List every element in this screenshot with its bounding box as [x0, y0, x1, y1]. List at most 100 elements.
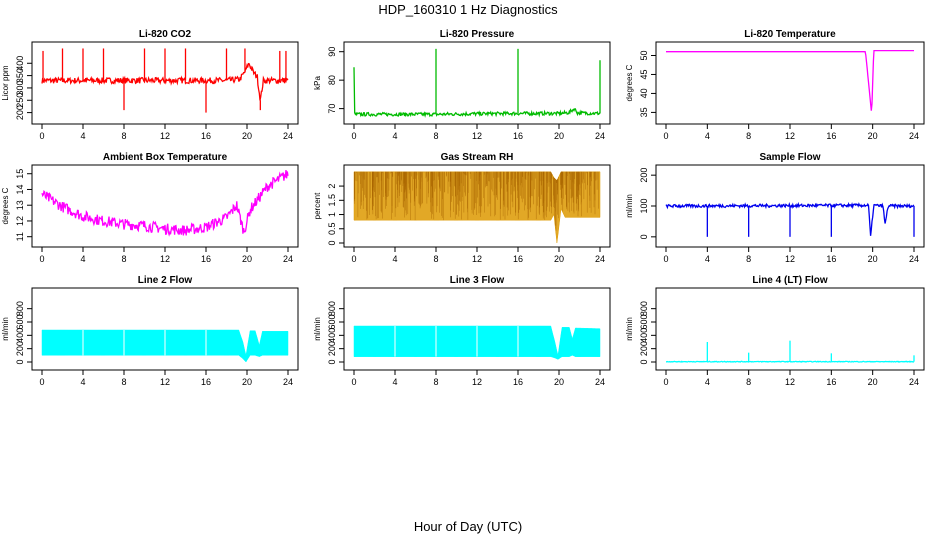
y-tick-label: 1.5 [327, 194, 337, 207]
y-axis-label: Licor ppm [1, 65, 10, 100]
chart-title: Sample Flow [759, 152, 820, 163]
y-tick-label: 400 [327, 328, 337, 343]
plot-frame [655, 41, 925, 125]
plot-frame [31, 287, 299, 371]
x-tick-label: 16 [201, 254, 211, 264]
x-tick-label: 0 [351, 254, 356, 264]
y-tick-label: 800 [639, 301, 649, 316]
x-tick-label: 20 [554, 377, 564, 387]
plot-frame [31, 164, 299, 248]
x-tick-label: 4 [392, 254, 397, 264]
data-series-line [666, 49, 914, 111]
x-tick-label: 20 [868, 254, 878, 264]
y-tick-label: 35 [639, 107, 649, 117]
data-texture [354, 171, 599, 231]
y-tick-label: 600 [15, 314, 25, 329]
chart-panel-6: Sample Flow ml/min 0 4 8 12 16 20 24 0 100 200 [625, 152, 925, 264]
x-tick-label: 8 [121, 131, 126, 141]
x-tick-label: 12 [785, 254, 795, 264]
y-tick-label: 200 [327, 341, 337, 356]
x-tick-label: 12 [472, 377, 482, 387]
y-tick-label: 200 [639, 168, 649, 183]
chart-panel-5: Gas Stream RH percent 0 4 8 12 16 20 24 0 0.5 1 1.5 2 [313, 152, 611, 264]
x-tick-label: 4 [80, 377, 85, 387]
x-tick-label: 4 [392, 377, 397, 387]
y-tick-label: 80 [327, 75, 337, 85]
data-series-line [41, 170, 289, 237]
chart-title: Li-820 Temperature [744, 29, 836, 40]
x-tick-label: 8 [746, 377, 751, 387]
y-axis-label: ml/min [1, 317, 10, 341]
y-tick-label: 15 [15, 169, 25, 179]
x-tick-label: 12 [160, 377, 170, 387]
x-tick-label: 24 [283, 254, 293, 264]
y-tick-label: 200 [15, 105, 25, 120]
y-tick-label: 400 [639, 328, 649, 343]
x-tick-label: 0 [663, 377, 668, 387]
chart-title: Ambient Box Temperature [103, 152, 228, 163]
x-tick-label: 4 [80, 131, 85, 141]
chart-title: Li-820 CO2 [139, 29, 192, 40]
x-tick-label: 16 [826, 131, 836, 141]
x-tick-label: 4 [705, 377, 710, 387]
x-tick-label: 8 [746, 131, 751, 141]
x-tick-label: 20 [554, 131, 564, 141]
x-tick-label: 16 [513, 254, 523, 264]
x-tick-label: 16 [201, 377, 211, 387]
y-axis-label: ml/min [625, 194, 634, 218]
x-tick-label: 0 [351, 131, 356, 141]
x-tick-label: 0 [39, 377, 44, 387]
chart-panel-9: Line 4 (LT) Flow ml/min 0 4 8 12 16 20 24 0 200400… [625, 275, 925, 387]
y-axis-label: degrees C [625, 64, 634, 101]
y-tick-label: 11 [15, 232, 25, 241]
x-tick-label: 8 [433, 254, 438, 264]
y-tick-label: 200 [15, 341, 25, 356]
figure-title: HDP_160310 1 Hz Diagnostics [378, 2, 558, 17]
x-tick-label: 16 [201, 131, 211, 141]
x-tick-label: 12 [472, 254, 482, 264]
x-tick-label: 16 [513, 377, 523, 387]
data-series-line [41, 62, 289, 101]
x-tick-label: 20 [554, 254, 564, 264]
x-tick-label: 24 [283, 377, 293, 387]
x-tick-label: 24 [595, 377, 605, 387]
y-axis-label: degrees C [1, 187, 10, 224]
x-tick-label: 24 [595, 131, 605, 141]
chart-panel-8: Line 3 Flow ml/min 0 4 8 12 16 20 24 0 20040060080… [313, 275, 611, 387]
x-tick-label: 24 [283, 131, 293, 141]
x-tick-label: 20 [868, 377, 878, 387]
x-tick-label: 0 [39, 131, 44, 141]
y-tick-label: 13 [15, 200, 25, 210]
x-tick-label: 16 [513, 131, 523, 141]
y-tick-label: 14 [15, 184, 25, 194]
chart-panel-3: Li-820 Temperature degrees C 0 4 8 12 16 20 24 35… [625, 29, 925, 141]
y-tick-label: 0 [639, 234, 649, 239]
y-tick-label: 250 [15, 93, 25, 108]
x-tick-label: 20 [242, 254, 252, 264]
chart-title: Gas Stream RH [441, 152, 514, 163]
x-tick-label: 12 [160, 254, 170, 264]
chart-panel-2: Li-820 Pressure kPa 0 4 8 12 16 20 24 70 80 90 [313, 29, 611, 141]
chart-title: Line 3 Flow [450, 275, 505, 286]
x-tick-label: 8 [121, 377, 126, 387]
x-tick-label: 20 [242, 377, 252, 387]
x-tick-label: 0 [351, 377, 356, 387]
x-tick-label: 24 [909, 254, 919, 264]
x-tick-label: 0 [39, 254, 44, 264]
y-tick-label: 400 [15, 328, 25, 343]
y-tick-label: 350 [15, 68, 25, 83]
x-tick-label: 8 [433, 377, 438, 387]
chart-title: Line 4 (LT) Flow [752, 275, 828, 286]
y-tick-label: 200 [639, 341, 649, 356]
y-tick-label: 70 [327, 104, 337, 114]
x-tick-label: 8 [746, 254, 751, 264]
y-tick-label: 40 [639, 88, 649, 98]
x-tick-label: 8 [433, 131, 438, 141]
y-tick-label: 800 [327, 301, 337, 316]
y-tick-label: 600 [327, 314, 337, 329]
x-tick-label: 0 [663, 131, 668, 141]
y-tick-label: 600 [639, 314, 649, 329]
x-tick-label: 4 [392, 131, 397, 141]
y-tick-label: 90 [327, 47, 337, 57]
